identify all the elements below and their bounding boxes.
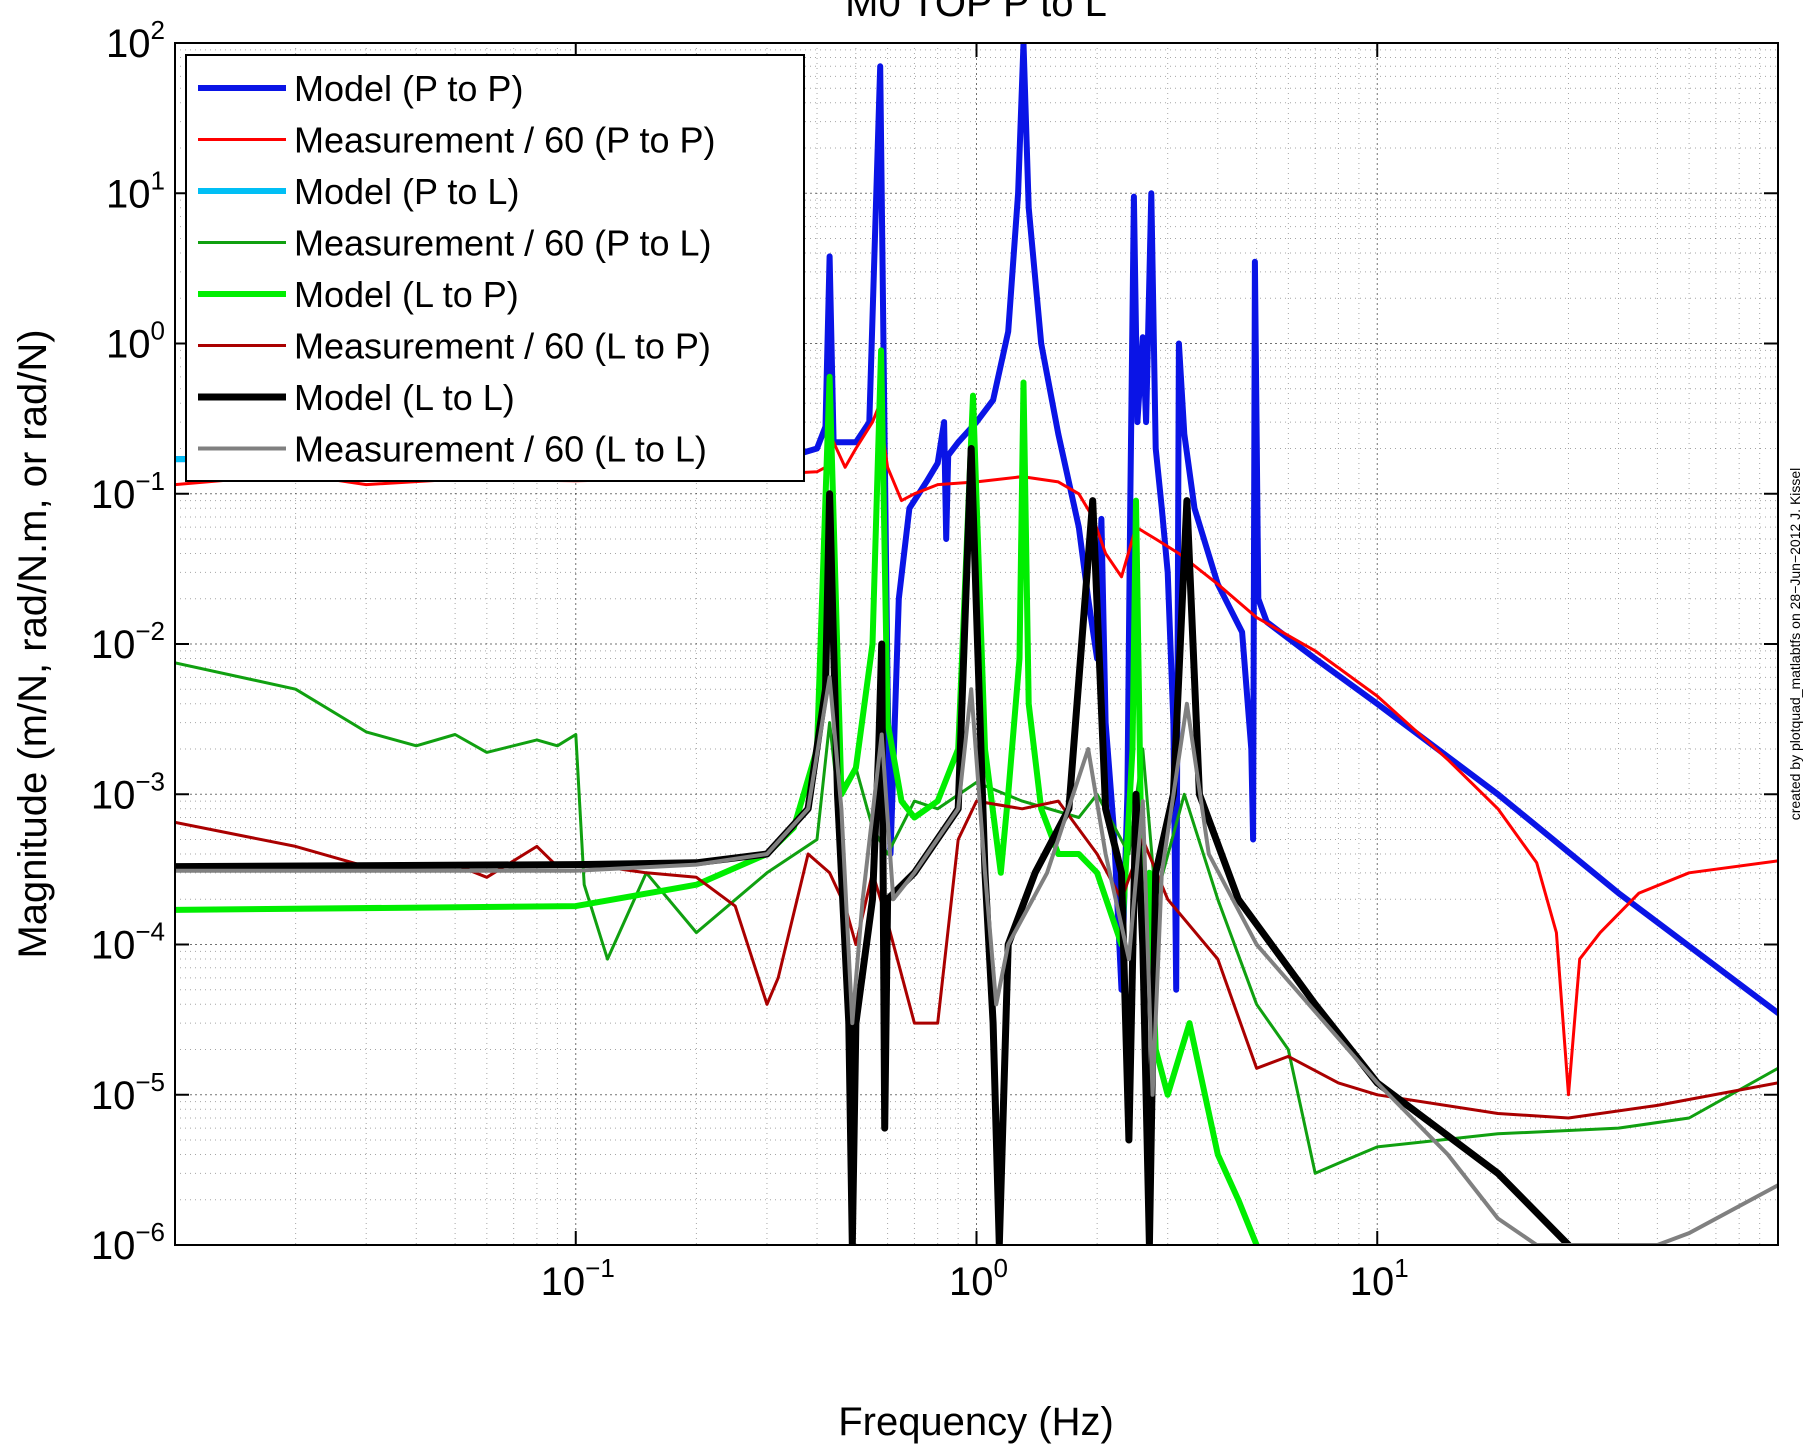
legend-entry: Model (P to P) — [294, 68, 523, 109]
credit-text: created by plotquad_matlabtfs on 28−Jun−… — [1787, 468, 1803, 821]
legend-entry: Measurement / 60 (P to P) — [294, 120, 716, 161]
legend-entry: Model (L to L) — [294, 377, 515, 418]
legend-entry: Model (L to P) — [294, 274, 519, 315]
legend-entry: Measurement / 60 (P to L) — [294, 223, 712, 264]
legend: Model (P to P) Measurement / 60 (P to P) M… — [186, 55, 804, 481]
x-axis-label: Frequency (Hz) — [838, 1400, 1114, 1444]
y-axis-label: Magnitude (m/N, rad/N.m, or rad/N) — [11, 329, 55, 958]
legend-entry: Measurement / 60 (L to L) — [294, 429, 707, 470]
legend-entry: Model (P to L) — [294, 171, 519, 212]
legend-entry: Measurement / 60 (L to P) — [294, 326, 711, 367]
chart-title: M0 TOP P to L — [845, 0, 1107, 25]
